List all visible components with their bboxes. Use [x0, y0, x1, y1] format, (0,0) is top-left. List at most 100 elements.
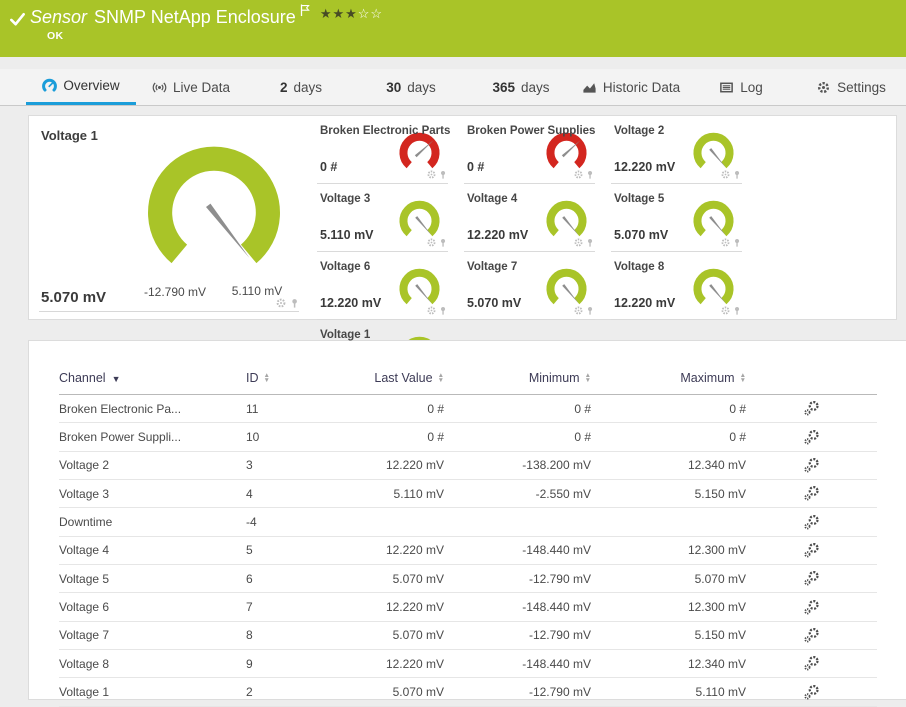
- channel-settings-icon[interactable]: [804, 684, 819, 700]
- gauge-scale-max: 5.110 mV: [231, 284, 283, 298]
- gauge-gear-icon[interactable]: [574, 306, 583, 315]
- cell-channel[interactable]: Voltage 1: [59, 677, 246, 707]
- gauge-cell[interactable]: Voltage 4 12.220 mV: [456, 184, 603, 252]
- gauge-gear-icon[interactable]: [721, 170, 730, 179]
- col-header-minimum[interactable]: Minimum ▲ ▼: [444, 365, 591, 395]
- tab-2-days[interactable]: 2 days: [246, 69, 356, 105]
- tab-historic-data[interactable]: Historic Data: [576, 69, 686, 105]
- tab-label: days: [407, 79, 436, 95]
- stars-empty[interactable]: ☆☆: [357, 6, 384, 21]
- channels-table: Channel ▼ ID ▲ ▼ Last Value ▲ ▼ Minimum ▲ ▼ Max…: [59, 365, 877, 707]
- channel-settings-icon[interactable]: [804, 457, 819, 473]
- main-gauge-cell[interactable]: Voltage 1 -12.790 mV 5.110 mV 5.070 mV: [29, 116, 309, 319]
- ok-check-icon: [10, 12, 25, 26]
- gauge-cell[interactable]: Voltage 5 5.070 mV: [603, 184, 750, 252]
- sort-icon: ▲ ▼: [739, 372, 746, 384]
- cell-channel[interactable]: Downtime: [59, 507, 246, 537]
- gauge-pin-icon[interactable]: [732, 306, 741, 315]
- tab-log[interactable]: Log: [686, 69, 796, 105]
- col-header-id[interactable]: ID ▲ ▼: [246, 365, 326, 395]
- stars-filled[interactable]: ★★★: [319, 6, 358, 21]
- tab-365-days[interactable]: 365 days: [466, 69, 576, 105]
- gauge-gear-icon[interactable]: [574, 238, 583, 247]
- table-row: Voltage 2 3 12.220 mV -138.200 mV 12.340…: [59, 451, 877, 480]
- tab-overview[interactable]: Overview: [26, 69, 136, 105]
- cell-channel[interactable]: Voltage 6: [59, 592, 246, 622]
- tab-settings[interactable]: Settings: [796, 69, 906, 105]
- gear-icon: [818, 81, 830, 93]
- mini-gauge: [546, 132, 587, 169]
- channel-settings-icon[interactable]: [804, 514, 819, 530]
- channel-settings-icon[interactable]: [804, 429, 819, 445]
- gauge-pin-icon[interactable]: [438, 238, 447, 247]
- gauge-cell[interactable]: Broken Power Supplies 0 #: [456, 116, 603, 184]
- mini-gauge: [399, 200, 440, 237]
- cell-maximum: 12.340 mV: [591, 649, 746, 679]
- col-header-maximum[interactable]: Maximum ▲ ▼: [591, 365, 746, 395]
- gauge-cell[interactable]: Broken Electronic Parts 0 #: [309, 116, 456, 184]
- cell-channel[interactable]: Broken Power Suppli...: [59, 422, 246, 452]
- cell-minimum: [444, 507, 591, 537]
- gauge-gear-icon[interactable]: [427, 306, 436, 315]
- channel-settings-icon[interactable]: [804, 627, 819, 643]
- channel-settings-icon[interactable]: [804, 571, 819, 586]
- tab-label: days: [521, 79, 550, 95]
- gauge-pin-icon[interactable]: [585, 170, 594, 179]
- gauge-cell[interactable]: Voltage 8 12.220 mV: [603, 252, 750, 320]
- gauge-gear-icon[interactable]: [276, 298, 286, 308]
- tab-30-days[interactable]: 30 days: [356, 69, 466, 105]
- cell-minimum: 0 #: [444, 422, 591, 452]
- gauge-gear-icon[interactable]: [721, 306, 730, 315]
- gauge-pin-icon[interactable]: [732, 170, 741, 179]
- cell-last-value: [326, 507, 444, 537]
- priority-flag-icon[interactable]: [300, 4, 310, 17]
- gauge-pin-icon[interactable]: [732, 238, 741, 247]
- tab-label: Log: [740, 79, 763, 95]
- cell-id: 5: [246, 536, 326, 565]
- cell-last-value: 12.220 mV: [326, 536, 444, 565]
- priority-stars[interactable]: ★★★☆☆: [320, 6, 383, 21]
- gauge-pin-icon[interactable]: [438, 170, 447, 179]
- gauge-pin-icon[interactable]: [585, 238, 594, 247]
- channel-settings-icon[interactable]: [804, 486, 819, 501]
- gauge-pin-icon[interactable]: [585, 306, 594, 315]
- cell-channel[interactable]: Voltage 8: [59, 649, 246, 679]
- gauge-cell[interactable]: Voltage 2 12.220 mV: [603, 116, 750, 184]
- cell-channel[interactable]: Voltage 7: [59, 621, 246, 650]
- gauge-cell[interactable]: Voltage 6 12.220 mV: [309, 252, 456, 320]
- channel-settings-icon[interactable]: [804, 599, 819, 615]
- gauges-panel: Voltage 1 -12.790 mV 5.110 mV 5.070 mV B…: [28, 115, 897, 388]
- cell-id: 4: [246, 479, 326, 509]
- gauge-gear-icon[interactable]: [427, 238, 436, 247]
- gauge-gear-icon[interactable]: [574, 170, 583, 179]
- channel-settings-icon[interactable]: [804, 542, 819, 558]
- gauge-cell[interactable]: Voltage 3 5.110 mV: [309, 184, 456, 252]
- gauge-title: Voltage 6: [320, 261, 371, 273]
- channel-settings-icon[interactable]: [804, 401, 819, 416]
- cell-channel[interactable]: Voltage 3: [59, 479, 246, 509]
- gauge-gear-icon[interactable]: [721, 238, 730, 247]
- cell-channel[interactable]: Voltage 4: [59, 536, 246, 565]
- cell-channel[interactable]: Voltage 5: [59, 564, 246, 594]
- cell-channel[interactable]: Broken Electronic Pa...: [59, 394, 246, 424]
- gauge-value: 12.220 mV: [614, 296, 676, 310]
- sort-icon: ▲ ▼: [437, 372, 444, 384]
- cell-id: 11: [246, 394, 326, 424]
- cell-last-value: 12.220 mV: [326, 451, 444, 480]
- gauge-pin-icon[interactable]: [289, 298, 299, 308]
- tab-label: days: [293, 79, 323, 95]
- col-header-last-value[interactable]: Last Value ▲ ▼: [326, 365, 444, 395]
- tab-bar: Overview Live Data 2 days 30 days 365 da…: [0, 69, 906, 106]
- gauge-title: Voltage 1: [320, 329, 371, 341]
- tab-number: 2: [279, 79, 288, 95]
- object-kind-label: Sensor: [30, 7, 88, 27]
- gauge-gear-icon[interactable]: [427, 170, 436, 179]
- gauge-pin-icon[interactable]: [438, 306, 447, 315]
- tab-live-data[interactable]: Live Data: [136, 69, 246, 105]
- gauge-title: Voltage 2: [614, 125, 665, 137]
- gauge-title: Voltage 3: [320, 193, 371, 205]
- channel-settings-icon[interactable]: [804, 656, 819, 671]
- col-header-channel[interactable]: Channel ▼: [59, 365, 246, 395]
- gauge-cell[interactable]: Voltage 7 5.070 mV: [456, 252, 603, 320]
- cell-channel[interactable]: Voltage 2: [59, 451, 246, 480]
